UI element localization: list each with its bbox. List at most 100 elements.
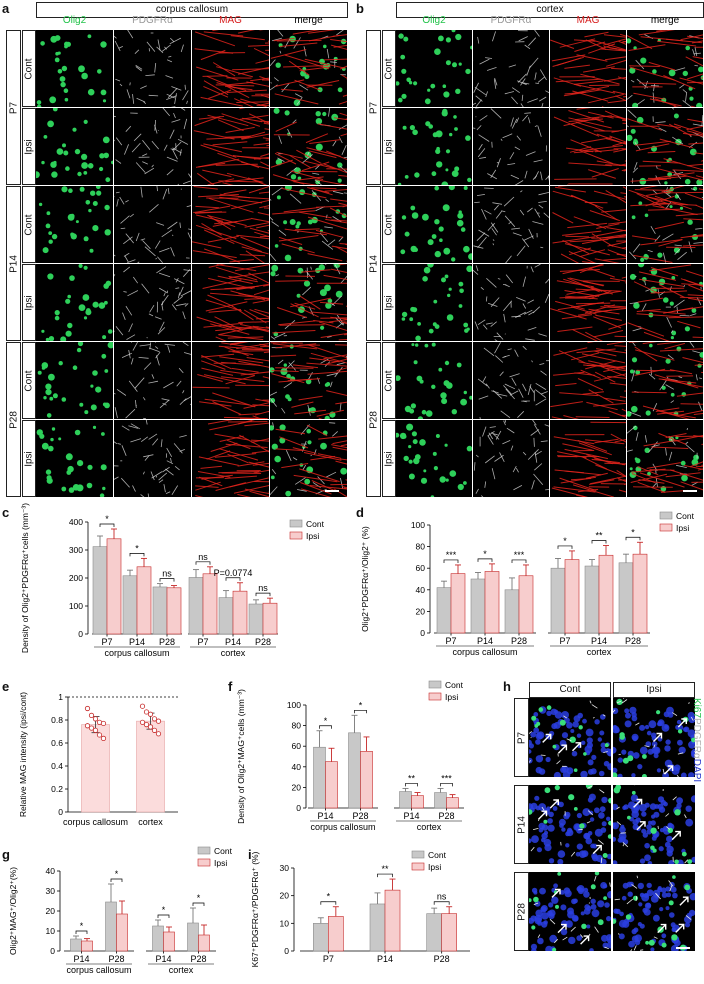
chart-i: 0 10 20 30 K67⁺PDGFRα⁺/PDGFRα⁺ (%) P7 * P14 ** P2… — [250, 850, 470, 967]
y-tick-label: 0.4 — [51, 761, 63, 771]
bar-cont — [550, 567, 566, 634]
bar-cont — [122, 575, 138, 635]
x-tick-label: P28 — [511, 636, 527, 646]
x-tick-label: P14 — [73, 954, 89, 964]
y-tick-label: 100 — [411, 520, 425, 530]
group-label: cortex — [169, 965, 194, 975]
age-label-P28: P28 — [514, 872, 529, 951]
stain-legend: Ki67PDGFRαDAPI — [690, 698, 704, 878]
x-tick-label: P7 — [197, 637, 208, 647]
legend-label-cont: Cont — [445, 680, 464, 690]
chart-g: 0 10 20 30 40 Olig2⁺MAG⁺/Olig2⁺(%) P14 * P28 * cor… — [8, 846, 233, 975]
bar-ipsi — [632, 553, 648, 634]
panel-letter-f: f — [228, 679, 233, 694]
micrograph-tile — [396, 420, 472, 497]
condition-label-text: Ipsi — [23, 138, 35, 155]
panel-letter-e: e — [2, 679, 10, 694]
micrograph-image — [192, 30, 269, 107]
chart-f: 0 20 40 60 80 100 Density of Olig2⁺MAG⁺cells (… — [236, 680, 464, 832]
significance-label: * — [162, 905, 166, 915]
condition-label-cont: Cont — [382, 30, 396, 107]
micrograph-tile — [396, 342, 472, 419]
legend-swatch-cont — [197, 846, 211, 855]
condition-label-text: Ipsi — [23, 450, 35, 467]
condition-label-cont: Cont — [382, 186, 396, 263]
channel-label-3: merge — [294, 15, 323, 26]
micrograph-image — [396, 30, 472, 107]
legend-label-ipsi: Ipsi — [214, 858, 227, 868]
column-header-ipsi: Ipsi — [613, 682, 695, 698]
micrograph-tile — [114, 108, 191, 185]
y-tick-label: 20 — [46, 906, 56, 916]
micrograph-tile — [627, 264, 703, 341]
micrograph-image — [114, 264, 191, 341]
y-tick-label: 0 — [284, 946, 289, 956]
x-tick-label: P14 — [377, 954, 393, 964]
micrograph-image — [36, 420, 113, 497]
condition-label-text: Ipsi — [383, 138, 395, 155]
x-tick-label: P14 — [317, 811, 333, 821]
data-point — [84, 705, 91, 712]
x-tick-label: P28 — [352, 811, 368, 821]
micrograph-image — [270, 420, 347, 497]
x-tick-label: P28 — [190, 954, 206, 964]
micrograph-tile — [192, 264, 269, 341]
significance-label: ns — [437, 892, 447, 902]
bar-cont — [369, 903, 386, 952]
bar-cont — [504, 589, 520, 634]
micrograph-image — [473, 30, 549, 107]
significance-bracket — [75, 930, 88, 934]
x-tick-label: P14 — [155, 954, 171, 964]
significance-bracket — [110, 878, 123, 882]
micrograph-image — [396, 108, 472, 185]
x-tick-label: P7 — [559, 636, 570, 646]
y-tick-label: 30 — [46, 886, 56, 896]
significance-bracket — [433, 901, 450, 905]
micrograph-image — [550, 30, 626, 107]
age-label-P28: P28 — [366, 342, 381, 497]
bar-ipsi — [116, 913, 128, 952]
significance-bracket — [377, 873, 393, 878]
scale-bar — [325, 490, 339, 492]
y-tick-label: 0 — [50, 946, 55, 956]
micrograph-image — [627, 420, 703, 497]
panel-letter-c: c — [2, 505, 10, 520]
significance-label: * — [359, 700, 363, 710]
age-label-P7: P7 — [6, 30, 21, 185]
micrograph-tile — [396, 108, 472, 185]
micrograph-tile — [550, 420, 626, 497]
group-label: corpus callosum — [310, 822, 375, 832]
x-tick-label: P28 — [159, 637, 175, 647]
bar-ipsi — [384, 889, 401, 952]
x-tick-label: P28 — [438, 811, 454, 821]
micrograph-tile — [192, 186, 269, 263]
channel-label-1: PDGFRα — [490, 15, 532, 26]
data-point — [151, 727, 158, 733]
group-label: cortex — [587, 647, 612, 657]
channel-label-3: merge — [650, 15, 680, 26]
condition-label-text: Cont — [383, 57, 395, 80]
significance-label: * — [135, 543, 139, 553]
micrograph-tile — [396, 186, 472, 263]
condition-label-text: Ipsi — [383, 450, 395, 467]
significance-label: ns — [162, 569, 172, 579]
legend-swatch-ipsi — [197, 858, 211, 867]
y-tick-label: 40 — [292, 762, 302, 772]
age-label-text: P28 — [8, 410, 19, 429]
micrograph-tile — [550, 108, 626, 185]
y-tick-label: 0 — [58, 807, 63, 817]
micrograph-image — [192, 342, 269, 419]
micrograph-tile — [192, 108, 269, 185]
bar-ipsi — [325, 761, 338, 809]
significance-bracket — [99, 523, 115, 527]
age-label-text: P7 — [8, 101, 19, 114]
significance-bracket — [225, 577, 241, 581]
micrograph-tile — [270, 264, 347, 341]
micrograph-image — [550, 186, 626, 263]
channel-label-0: Olig2 — [62, 15, 87, 26]
micrograph-image — [192, 108, 269, 185]
micrograph-tile — [36, 420, 113, 497]
micrograph-tile — [473, 108, 549, 185]
age-label-text: P28 — [368, 410, 379, 429]
y-tick-label: 60 — [416, 563, 426, 573]
